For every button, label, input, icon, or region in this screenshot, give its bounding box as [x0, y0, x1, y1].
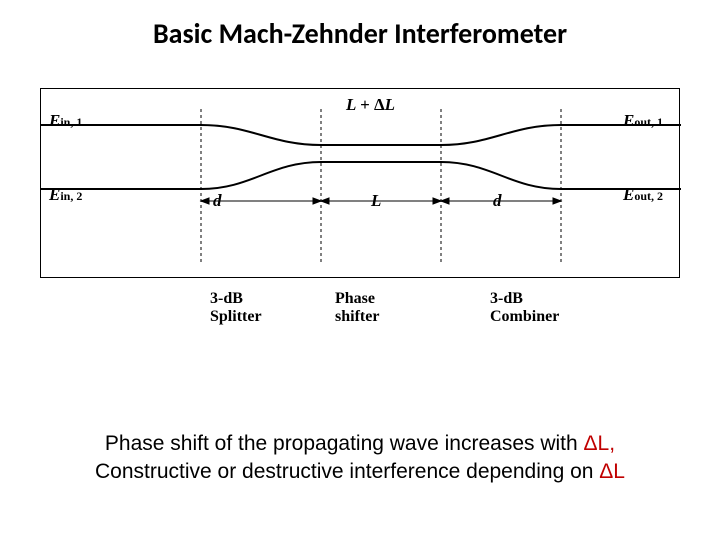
interferometer-diagram: Ein, 1 Ein, 2 Eout, 1 Eout, 2 L + ΔL d L…: [40, 88, 680, 278]
caption-line-2: Constructive or destructive interference…: [0, 460, 720, 484]
caption-line-1: Phase shift of the propagating wave incr…: [0, 432, 720, 456]
label-splitter: 3-dB Splitter: [210, 290, 262, 326]
slide-title: Basic Mach-Zehnder Interferometer: [0, 16, 720, 51]
diagram-svg: [41, 89, 681, 279]
label-combiner: 3-dB Combiner: [490, 290, 559, 326]
label-phase-shifter: Phase shifter: [335, 290, 379, 326]
